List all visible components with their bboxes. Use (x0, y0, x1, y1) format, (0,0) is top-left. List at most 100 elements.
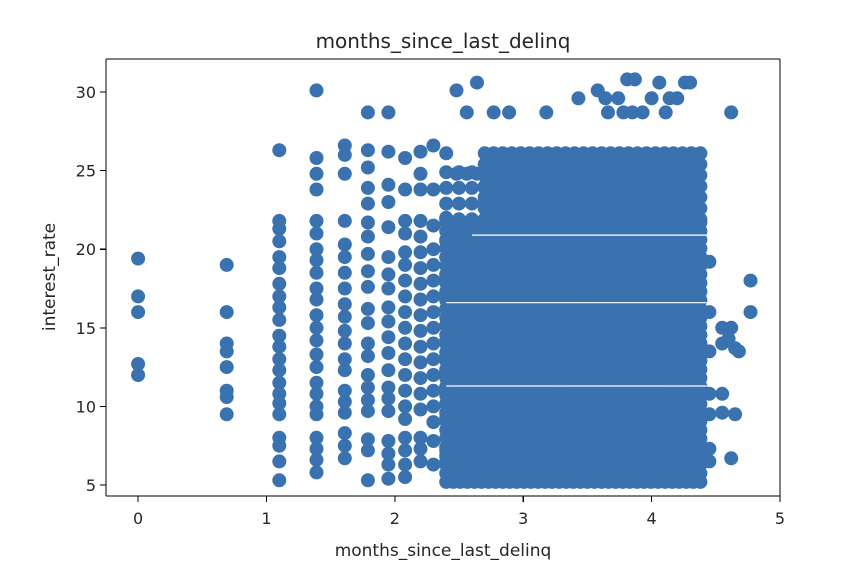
data-point (439, 430, 454, 445)
data-point (337, 405, 352, 420)
data-point (452, 180, 466, 195)
data-point (413, 261, 428, 276)
data-point (439, 380, 454, 395)
data-point (309, 333, 324, 348)
data-point (426, 352, 441, 367)
data-point (381, 346, 396, 360)
data-point (539, 105, 554, 120)
data-point (381, 300, 396, 315)
data-point (360, 215, 375, 230)
data-point (398, 368, 413, 382)
data-point (743, 273, 758, 288)
data-point (309, 375, 324, 390)
data-point (131, 357, 146, 371)
data-point (464, 212, 479, 227)
data-point (470, 75, 484, 90)
data-point (360, 443, 375, 458)
data-point (398, 383, 413, 398)
y-tick-label: 5 (86, 476, 96, 495)
data-point (452, 212, 466, 227)
data-point (398, 470, 413, 485)
data-point (413, 323, 428, 338)
x-tick-label: 2 (390, 509, 400, 528)
data-point (426, 336, 441, 351)
data-point (601, 105, 615, 120)
data-point (439, 146, 454, 161)
data-point (413, 245, 428, 260)
data-point (309, 308, 324, 323)
data-point (360, 393, 375, 408)
data-point (309, 320, 324, 335)
y-tick-label: 30 (76, 83, 96, 102)
data-point (439, 301, 454, 316)
data-point (360, 264, 375, 279)
data-point (381, 380, 396, 395)
data-point (652, 75, 667, 90)
data-point (381, 177, 396, 192)
data-point (381, 434, 396, 448)
data-point (724, 105, 739, 120)
data-point (702, 305, 717, 320)
data-point (702, 441, 717, 456)
data-point (724, 320, 739, 335)
data-point (426, 257, 441, 272)
data-point (693, 201, 708, 216)
data-point (693, 157, 708, 172)
data-point (426, 320, 441, 335)
data-point (693, 190, 708, 205)
data-point (381, 471, 396, 486)
data-point (464, 180, 479, 195)
y-tick-label: 15 (76, 319, 96, 338)
data-point (426, 383, 441, 398)
data-point (272, 276, 287, 291)
data-point (693, 212, 708, 227)
data-point (702, 454, 717, 469)
data-point (426, 138, 441, 153)
data-point (413, 213, 428, 228)
data-point (272, 454, 287, 469)
data-point (309, 465, 324, 480)
x-tick-label: 4 (647, 509, 657, 528)
data-point (219, 257, 234, 272)
data-point (337, 147, 352, 162)
data-point (272, 407, 287, 422)
data-point (398, 289, 413, 304)
data-point (452, 196, 466, 211)
data-point (309, 452, 324, 467)
data-point (381, 330, 396, 345)
data-point (413, 229, 428, 244)
data-point (611, 91, 626, 106)
data-point (381, 281, 396, 296)
data-point (398, 352, 413, 367)
data-point (360, 246, 375, 261)
data-point (219, 344, 234, 359)
data-point (439, 268, 454, 283)
data-point (272, 250, 287, 265)
data-point (439, 349, 454, 364)
data-point (426, 289, 441, 304)
data-point (309, 347, 324, 362)
data-point (272, 375, 287, 390)
data-point (309, 151, 324, 165)
data-point (337, 336, 352, 351)
data-point (625, 105, 640, 120)
data-point (439, 443, 454, 458)
data-point (272, 339, 287, 354)
data-point (131, 368, 146, 382)
data-point (360, 432, 375, 447)
data-point (598, 91, 613, 106)
data-point (309, 265, 324, 280)
chart-title: months_since_last_delinq (316, 29, 571, 53)
data-point (715, 386, 730, 401)
data-point (337, 213, 352, 228)
data-point (337, 426, 352, 441)
data-point (381, 220, 396, 235)
data-point (381, 195, 396, 209)
axes (105, 58, 781, 497)
data-point (272, 396, 287, 411)
y-ticks: 5 10 15 20 25 30 (76, 83, 106, 495)
data-point (309, 430, 324, 445)
data-point (381, 391, 396, 406)
data-point (309, 386, 324, 401)
data-point (381, 267, 396, 282)
